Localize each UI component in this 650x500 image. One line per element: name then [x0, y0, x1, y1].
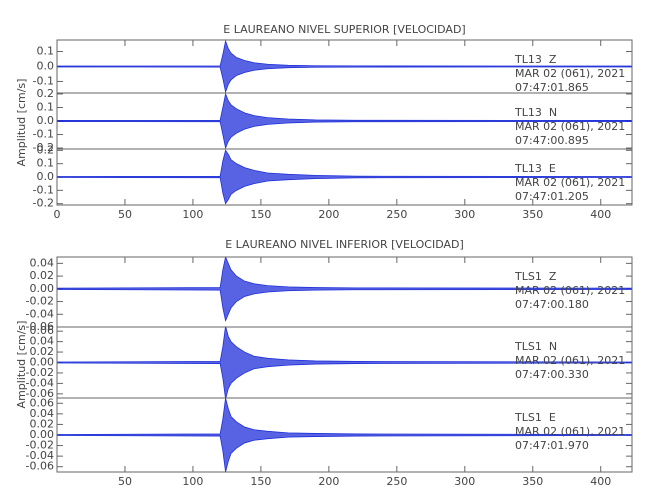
date-label: MAR 02 (061), 2021	[515, 120, 625, 133]
y-tick-label: 0.2	[37, 143, 55, 156]
y-tick-label: -0.04	[26, 376, 54, 389]
x-tick-label: 300	[454, 208, 475, 221]
y-tick-label: -0.06	[26, 320, 54, 333]
y-tick-label: -0.02	[26, 295, 54, 308]
x-tick-label: 250	[386, 208, 407, 221]
station-label: TLS1 Z	[514, 270, 557, 283]
x-tick-label: 0	[54, 208, 61, 221]
x-tick-label: 50	[118, 208, 132, 221]
y-tick-label: -0.2	[33, 197, 54, 210]
waveform	[57, 40, 632, 93]
waveform	[57, 398, 632, 472]
y-tick-label: 0.00	[30, 282, 55, 295]
y-tick-label: 0.04	[30, 256, 55, 269]
station-label: TLS1 E	[514, 411, 556, 424]
time-label: 07:47:01.205	[515, 190, 589, 203]
x-tick-label: 400	[590, 208, 611, 221]
station-label: TL13 N	[514, 106, 557, 119]
x-tick-label: 250	[386, 475, 407, 488]
x-tick-label: 350	[522, 475, 543, 488]
y-tick-label: -0.02	[26, 366, 54, 379]
y-tick-label: 0.1	[37, 100, 55, 113]
x-tick-label: 150	[250, 208, 271, 221]
panel-frame	[56, 397, 633, 473]
y-tick-label: 0.02	[30, 269, 55, 282]
y-axis-label: Amplitud [cm/s]	[15, 79, 28, 167]
date-label: MAR 02 (061), 2021	[515, 176, 625, 189]
y-tick-label: -0.06	[26, 387, 54, 400]
x-tick-label: 100	[182, 208, 203, 221]
y-tick-label: 0.00	[30, 428, 55, 441]
x-tick-label: 400	[590, 475, 611, 488]
y-tick-label: 0.2	[37, 87, 55, 100]
x-tick-label: 200	[318, 208, 339, 221]
x-tick-label: 50	[118, 475, 132, 488]
time-label: 07:47:00.180	[515, 298, 589, 311]
station-label: TL13 Z	[514, 53, 557, 66]
y-tick-label: -0.2	[33, 141, 54, 154]
date-label: MAR 02 (061), 2021	[515, 425, 625, 438]
waveform	[57, 257, 632, 322]
y-tick-label: 0.0	[37, 114, 55, 127]
waveform	[57, 93, 632, 149]
y-tick-label: -0.1	[33, 128, 54, 141]
time-label: 07:47:00.895	[515, 134, 589, 147]
chart-title: E LAUREANO NIVEL SUPERIOR [VELOCIDAD]	[223, 23, 465, 36]
y-tick-label: 0.06	[30, 396, 55, 409]
waveform	[57, 149, 632, 205]
y-tick-label: -0.04	[26, 307, 54, 320]
y-tick-label: 0.0	[37, 170, 55, 183]
time-label: 07:47:01.865	[515, 81, 589, 94]
x-tick-label: 300	[454, 475, 475, 488]
y-tick-label: -0.02	[26, 439, 54, 452]
y-tick-label: -0.04	[26, 449, 54, 462]
station-label: TL13 E	[514, 162, 556, 175]
station-label: TLS1 N	[514, 340, 557, 353]
waveform	[57, 327, 632, 398]
y-tick-label: -0.06	[26, 460, 54, 473]
y-tick-label: 0.0	[37, 60, 55, 73]
x-tick-label: 200	[318, 475, 339, 488]
y-tick-label: -0.1	[33, 74, 54, 87]
y-tick-label: 0.00	[30, 356, 55, 369]
y-tick-label: 0.06	[30, 324, 55, 337]
y-tick-label: 0.04	[30, 407, 55, 420]
panel-frame	[56, 148, 633, 206]
y-tick-label: 0.02	[30, 417, 55, 430]
y-tick-label: 0.1	[37, 45, 55, 58]
time-label: 07:47:01.970	[515, 439, 589, 452]
y-tick-label: 0.02	[30, 345, 55, 358]
y-tick-label: 0.1	[37, 157, 55, 170]
y-axis-label: Amplitud [cm/s]	[15, 321, 28, 409]
chart-title: E LAUREANO NIVEL INFERIOR [VELOCIDAD]	[225, 238, 464, 251]
date-label: MAR 02 (061), 2021	[515, 284, 625, 297]
date-label: MAR 02 (061), 2021	[515, 67, 625, 80]
y-tick-label: -0.1	[33, 183, 54, 196]
date-label: MAR 02 (061), 2021	[515, 354, 625, 367]
x-tick-label: 100	[182, 475, 203, 488]
time-label: 07:47:00.330	[515, 368, 589, 381]
y-tick-label: 0.04	[30, 335, 55, 348]
x-tick-label: 350	[522, 208, 543, 221]
x-tick-label: 150	[250, 475, 271, 488]
